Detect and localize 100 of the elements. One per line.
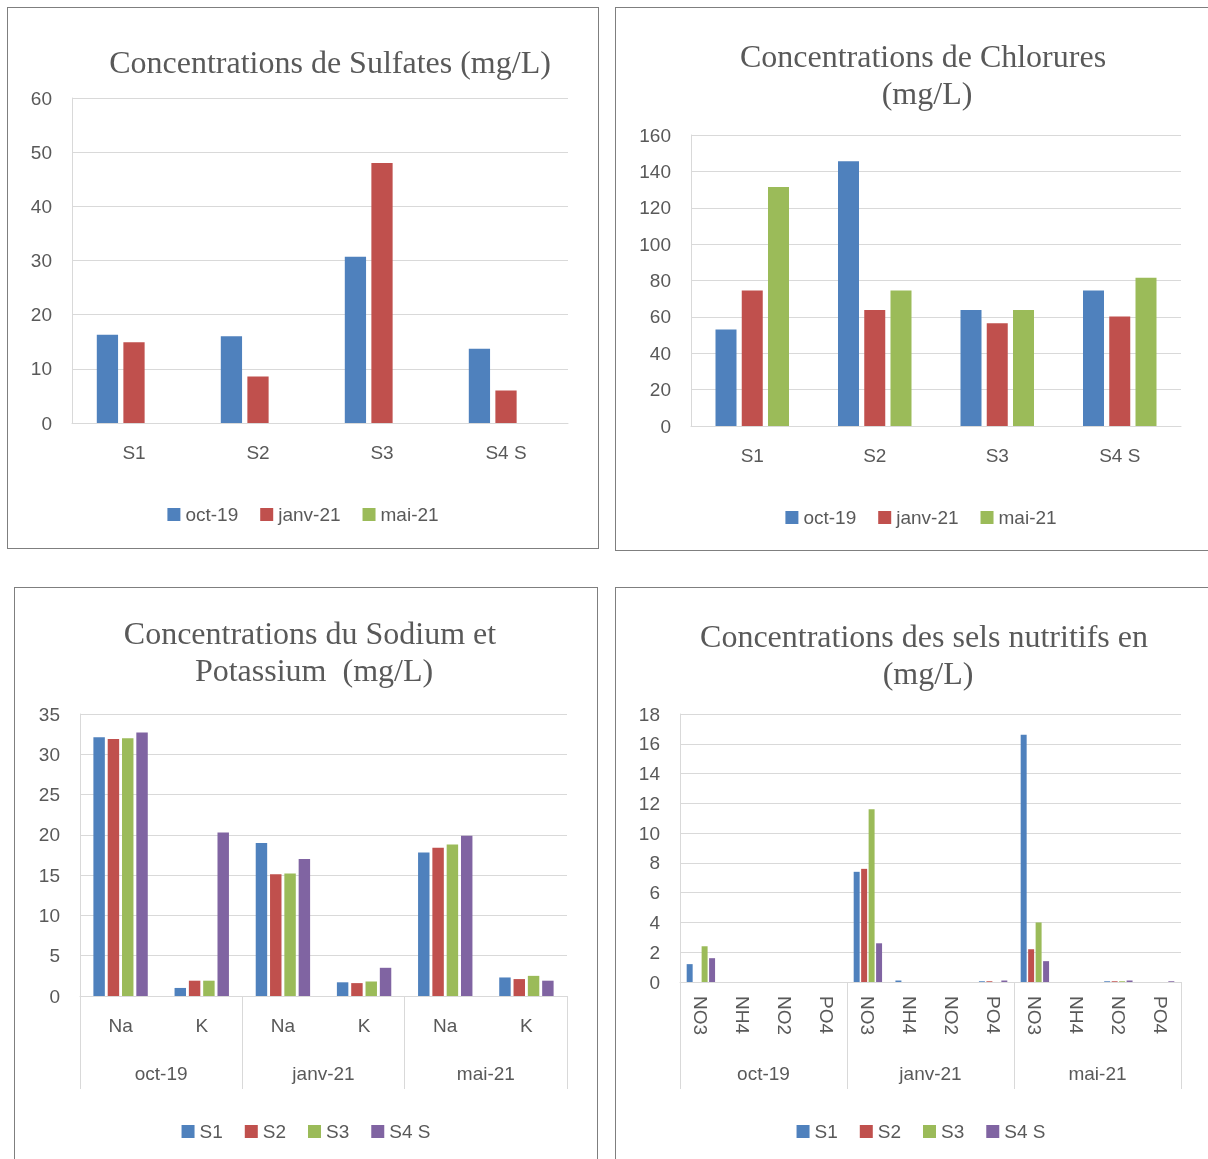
legend-label: S2 [262,1121,287,1142]
x-tick-label: PO4 [1149,996,1171,1035]
y-tick-label: 35 [38,703,60,725]
bar [495,390,517,423]
bar [499,977,511,996]
chart-title: Concentrations de Chlorures (mg/L) [739,37,1115,111]
x-tick-label: K [195,1015,209,1036]
y-tick-label: 10 [38,904,60,926]
y-tick-label: 6 [649,882,660,904]
bar [960,309,982,426]
y-tick-label: 20 [30,304,52,326]
legend-label: oct-19 [185,504,239,525]
bar [203,980,215,996]
bar [768,187,789,426]
x-tick-label: K [520,1015,534,1036]
legend-label: S4 S [1004,1121,1046,1142]
bar [96,334,119,423]
x-tick-label: PO4 [982,996,1004,1035]
x-tick-label: Na [433,1015,458,1036]
y-tick-label: 10 [638,822,660,844]
bar [513,979,525,996]
chart-title: Concentrations de Sulfates (mg/L) [109,43,551,80]
bar [379,967,392,996]
x-tick-label: PO4 [815,996,837,1035]
bar [418,852,430,996]
legend-label: S3 [326,1121,350,1142]
bar [542,980,554,996]
legend-label: S4 S [389,1121,431,1142]
bar [247,376,269,423]
y-tick-label: 18 [638,703,660,725]
x-tick-label: S2 [246,442,270,463]
bar [1020,734,1027,982]
y-tick-label: 14 [638,763,661,785]
y-tick-label: 0 [660,415,671,437]
y-tick-label: 12 [638,792,660,814]
bar [701,946,708,982]
y-tick-label: 25 [38,784,60,806]
bar [715,329,737,426]
chart-title: Concentrations des sels nutritifs en (mg/L) [700,617,1156,691]
x-tick-label: NO2 [940,996,962,1036]
bar [93,737,105,996]
x-tick-label: S3 [370,442,394,463]
bar [136,732,148,996]
bar [527,975,540,996]
bar [838,161,859,426]
x-tick-label: S3 [985,445,1009,466]
bar [344,256,367,423]
x-tick-label: S4 S [485,442,527,463]
bar [122,738,134,996]
bar [890,290,912,426]
bar [371,163,393,423]
bar [1135,277,1157,426]
bar [1013,309,1034,426]
legend-label: mai-21 [998,507,1057,528]
y-tick-label: 16 [638,733,660,755]
text: janv-21 [898,1063,962,1084]
bar [460,835,473,996]
bar [686,964,693,982]
legend-label: S2 [877,1121,902,1142]
y-tick-label: 15 [38,864,60,886]
legend-label: S1 [199,1121,223,1142]
x-tick-label: NO2 [773,996,795,1036]
y-tick-label: 60 [30,87,52,109]
y-tick-label: 30 [30,250,52,271]
bar [123,342,145,423]
y-tick-label: 5 [49,945,60,967]
y-tick-label: 40 [649,342,671,364]
x-tick-label: NH4 [899,996,921,1035]
text: oct-19 [134,1063,188,1084]
y-tick-label: 0 [41,412,52,434]
x-tick-label: NH4 [732,996,754,1035]
bar [876,943,883,982]
bar [861,868,868,982]
y-tick-label: 20 [38,824,60,846]
bar [868,809,875,982]
y-tick-label: 140 [639,160,671,182]
text: mai-21 [456,1063,515,1084]
bar [1109,316,1131,426]
legend-label: janv-21 [277,504,341,525]
x-tick-label: S1 [122,442,146,463]
x-tick-label: NO3 [1024,996,1046,1036]
bar [365,981,377,996]
bar [853,871,860,982]
y-tick-label: 80 [649,270,671,291]
y-tick-label: 160 [639,124,671,146]
x-tick-label: K [357,1015,371,1036]
bar [107,738,120,996]
y-tick-label: 10 [30,358,52,380]
y-tick-label: 120 [639,197,671,219]
bar [1043,961,1050,982]
text: mai-21 [1068,1063,1127,1084]
legend-label: S3 [941,1121,965,1142]
legend-label: janv-21 [895,507,959,528]
y-tick-label: 2 [649,941,660,963]
x-tick-label: NH4 [1066,996,1088,1035]
legend-label: S1 [814,1121,838,1142]
x-tick-label: Na [270,1015,296,1036]
x-tick-label: S1 [740,445,764,466]
y-tick-label: 60 [649,306,671,328]
x-tick-label: NO3 [857,996,879,1036]
